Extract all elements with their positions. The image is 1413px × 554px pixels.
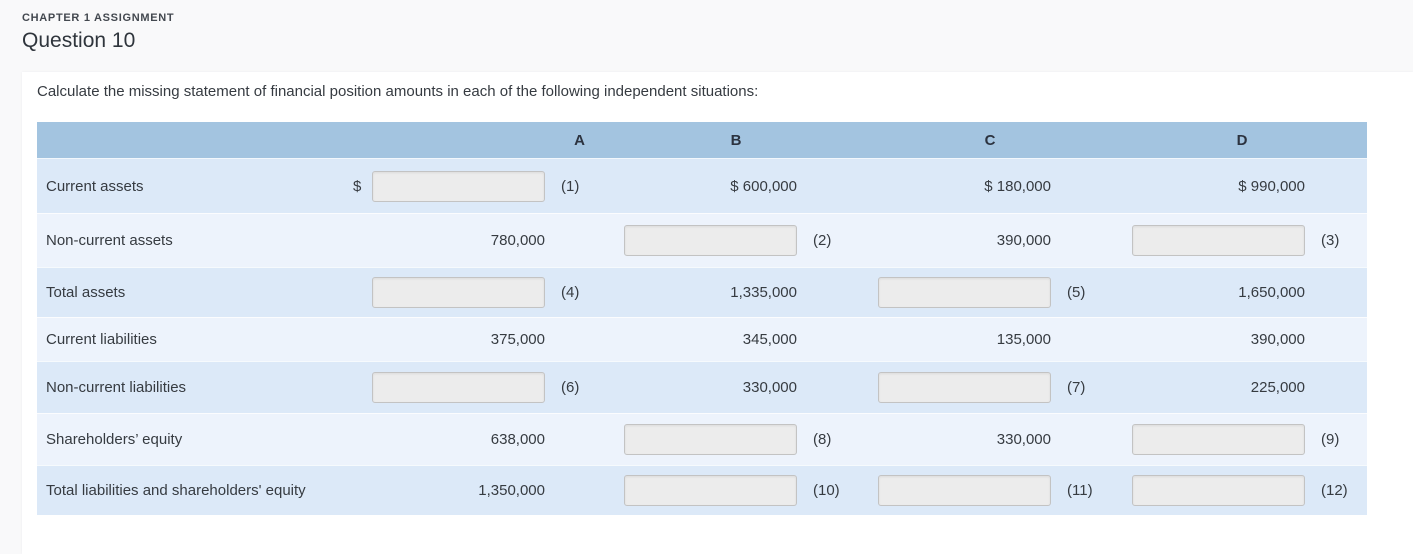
amount-value: 1,335,000 (730, 283, 797, 301)
row-label: Non-current liabilities (46, 378, 187, 396)
row-label: Current assets (46, 177, 144, 195)
currency-prefix: $ (353, 177, 362, 195)
value-cell: 1,650,000 (1117, 267, 1305, 317)
amount-value: 330,000 (996, 430, 1051, 448)
value-cell: 390,000 (1117, 317, 1305, 361)
value-cell (863, 361, 1051, 413)
column-header-d: D (1236, 131, 1248, 149)
value-cell (1117, 413, 1305, 465)
answer-number: (5) (1067, 283, 1086, 301)
amount-value: 135,000 (996, 330, 1051, 348)
value-cell: 330,000 (609, 361, 797, 413)
row-label: Non-current assets (46, 231, 173, 249)
value-cell (609, 413, 797, 465)
table-row: Non-current liabilities (6) 330,000 (7) 225,… (37, 361, 1367, 413)
answer-input-9[interactable] (1132, 423, 1305, 455)
amount-value: 1,650,000 (1238, 283, 1305, 301)
value-cell: 135,000 (863, 317, 1051, 361)
assignment-title: CHAPTER 1 ASSIGNMENT (22, 12, 175, 24)
table-row: Total assets (4) 1,335,000 (5) 1,650,000 (37, 267, 1367, 317)
value-cell: 390,000 (863, 213, 1051, 267)
answer-input-4[interactable] (372, 276, 545, 308)
value-cell (1117, 465, 1305, 515)
amount-value: 1,350,000 (478, 481, 545, 499)
value-cell (353, 361, 545, 413)
table-row: Total liabilities and shareholders' equi… (37, 465, 1367, 515)
assignment-header: CHAPTER 1 ASSIGNMENT Question 10 (22, 12, 174, 53)
value-cell: 1,335,000 (609, 267, 797, 317)
table-row: Current liabilities 375,000 345,000 135,000… (37, 317, 1367, 361)
value-cell: 638,000 (353, 413, 545, 465)
column-header-c: C (984, 131, 996, 149)
value-cell (353, 267, 545, 317)
value-cell: $ 180,000 (863, 159, 1051, 213)
answer-number: (12) (1321, 481, 1348, 499)
value-cell (1117, 213, 1305, 267)
answer-number: (7) (1067, 378, 1086, 396)
answer-number: (10) (813, 481, 840, 499)
value-cell (863, 465, 1051, 515)
amount-value: 390,000 (1250, 330, 1305, 348)
answer-number: (11) (1067, 481, 1093, 499)
row-label: Total liabilities and shareholders' equi… (46, 481, 306, 499)
answer-number: (8) (813, 430, 832, 448)
amount-value: 390,000 (996, 231, 1051, 249)
amount-value: 225,000 (1250, 378, 1305, 396)
answer-input-10[interactable] (624, 474, 797, 506)
answer-number: (3) (1321, 231, 1340, 249)
answer-number: (9) (1321, 430, 1340, 448)
answer-input-1[interactable] (372, 170, 545, 202)
value-cell: 780,000 (353, 213, 545, 267)
table-row: Non-current assets 780,000 (2) 390,000 (3) (37, 213, 1367, 267)
value-cell (863, 267, 1051, 317)
value-cell (609, 465, 797, 515)
amount-value: $ 180,000 (984, 177, 1051, 195)
row-label: Total assets (46, 283, 126, 301)
amount-value: 638,000 (490, 430, 545, 448)
amount-value: 330,000 (742, 378, 797, 396)
answer-input-6[interactable] (372, 371, 545, 403)
value-cell: 1,350,000 (353, 465, 545, 515)
value-cell: $ 600,000 (609, 159, 797, 213)
answer-input-7[interactable] (878, 371, 1051, 403)
table-body: Current assets $ (1) $ 600,000 $ 180,000 $ 99… (37, 159, 1367, 515)
answer-input-12[interactable] (1132, 474, 1305, 506)
amount-value: $ 990,000 (1238, 177, 1305, 195)
value-cell: 330,000 (863, 413, 1051, 465)
column-header-a: A (574, 131, 585, 149)
column-header-b: B (730, 131, 742, 149)
value-cell: $ (353, 159, 545, 213)
answer-number: (6) (561, 378, 580, 396)
question-instruction: Calculate the missing statement of finan… (37, 83, 759, 100)
table-header-row: A B C D (37, 122, 1367, 159)
question-title: Question 10 (22, 29, 136, 52)
amount-value: 780,000 (490, 231, 545, 249)
answer-input-8[interactable] (624, 423, 797, 455)
value-cell: 225,000 (1117, 361, 1305, 413)
amount-value: 375,000 (490, 330, 545, 348)
value-cell: 375,000 (353, 317, 545, 361)
value-cell: 345,000 (609, 317, 797, 361)
row-label: Shareholders’ equity (46, 430, 183, 448)
answer-input-11[interactable] (878, 474, 1051, 506)
table-row: Current assets $ (1) $ 600,000 $ 180,000 $ 99… (37, 159, 1367, 213)
answer-number: (1) (561, 177, 580, 195)
answer-number: (4) (561, 283, 580, 301)
answer-input-2[interactable] (624, 224, 797, 256)
answer-input-3[interactable] (1132, 224, 1305, 256)
question-card: Calculate the missing statement of finan… (22, 72, 1413, 554)
value-cell: $ 990,000 (1117, 159, 1305, 213)
table-row: Shareholders’ equity 638,000 (8) 330,000 (9) (37, 413, 1367, 465)
value-cell (609, 213, 797, 267)
row-label: Current liabilities (46, 330, 157, 348)
amount-value: $ 600,000 (730, 177, 797, 195)
answer-number: (2) (813, 231, 832, 249)
financial-position-table: A B C D Current assets $ (1) $ 600,000 $ 180,00… (37, 122, 1367, 515)
answer-input-5[interactable] (878, 276, 1051, 308)
amount-value: 345,000 (742, 330, 797, 348)
